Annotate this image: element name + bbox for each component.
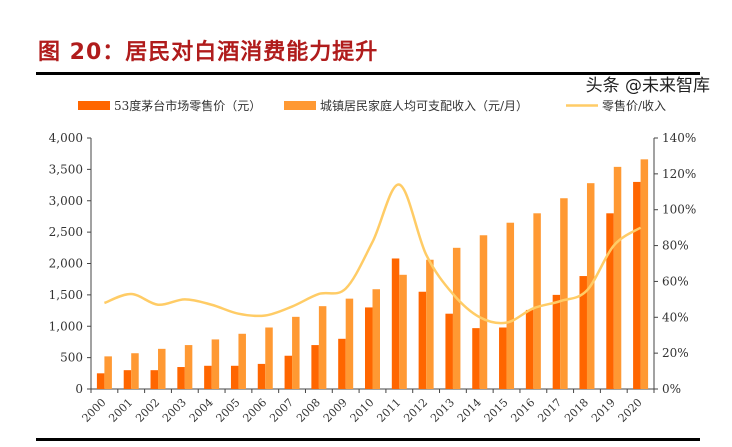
bar-income xyxy=(426,259,434,389)
x-tick-label: 2013 xyxy=(428,396,457,425)
bar-income xyxy=(372,289,380,389)
legend-swatch xyxy=(284,101,316,110)
bar-price xyxy=(177,367,185,389)
bar-income xyxy=(640,159,649,389)
left-tick-label: 2,000 xyxy=(49,257,83,271)
bar-price xyxy=(230,365,239,389)
bar-income xyxy=(399,274,407,389)
bar-price xyxy=(150,370,159,389)
x-tick-label: 2006 xyxy=(240,396,269,425)
bar-price xyxy=(552,294,561,389)
right-tick-label: 120% xyxy=(662,167,696,181)
x-tick-label: 2011 xyxy=(374,396,403,425)
bar-income xyxy=(158,348,166,389)
legend-swatch xyxy=(78,101,110,110)
left-tick-label: 500 xyxy=(60,351,83,365)
bar-income xyxy=(131,353,139,389)
bar-price xyxy=(579,276,587,389)
bar-income xyxy=(104,356,112,389)
bar-price xyxy=(499,327,507,389)
watermark: 头条 @未来智库 xyxy=(585,76,710,96)
ratio-line xyxy=(103,183,642,325)
x-tick-label: 2010 xyxy=(348,396,377,425)
right-tick-label: 100% xyxy=(662,203,696,217)
bar-price xyxy=(633,181,641,389)
x-tick-label: 2007 xyxy=(267,396,296,425)
bar-income xyxy=(479,235,488,389)
bar-price xyxy=(311,345,319,389)
legend-label: 零售价/收入 xyxy=(602,98,666,113)
bar-price xyxy=(284,355,293,389)
bar-income xyxy=(211,339,220,389)
bar-price xyxy=(606,213,614,389)
x-tick-label: 2020 xyxy=(616,396,645,425)
x-tick-label: 2019 xyxy=(589,396,618,425)
left-tick-label: 3,500 xyxy=(49,162,83,176)
bar-income xyxy=(560,198,568,389)
x-tick-label: 2012 xyxy=(401,396,430,425)
x-tick-label: 2008 xyxy=(294,396,323,425)
legend-label: 53度茅台市场零售价（元） xyxy=(114,98,261,113)
bar-price xyxy=(391,258,400,389)
x-tick-label: 2018 xyxy=(562,396,591,425)
bar-price xyxy=(257,363,266,389)
left-tick-label: 3,000 xyxy=(49,194,83,208)
bottom-rule xyxy=(36,438,700,441)
bar-price xyxy=(525,309,534,389)
title-rule xyxy=(36,72,700,75)
bar-income xyxy=(506,222,515,389)
figure-title: 图 20：居民对白酒消费能力提升 xyxy=(38,40,379,65)
x-tick-label: 2002 xyxy=(133,396,162,425)
x-tick-label: 2015 xyxy=(482,396,511,425)
right-tick-label: 40% xyxy=(662,310,689,324)
bar-price xyxy=(365,307,373,389)
right-tick-label: 20% xyxy=(662,346,689,360)
bar-income xyxy=(292,316,300,389)
left-tick-label: 4,000 xyxy=(49,131,83,145)
x-tick-label: 2017 xyxy=(535,396,564,425)
bar-price xyxy=(472,328,480,389)
bar-income xyxy=(345,298,354,389)
x-tick-label: 2004 xyxy=(187,396,216,425)
left-tick-label: 1,500 xyxy=(49,288,83,302)
left-tick-label: 2,500 xyxy=(49,225,83,239)
right-tick-label: 140% xyxy=(662,131,696,145)
bar-price xyxy=(96,373,105,389)
bar-income xyxy=(613,166,622,389)
x-tick-label: 2014 xyxy=(455,396,484,425)
bar-income xyxy=(318,306,327,389)
bar-income xyxy=(184,345,193,389)
right-tick-label: 0% xyxy=(662,382,681,396)
bar-income xyxy=(265,327,273,389)
legend-label: 城镇居民家庭人均可支配收入（元/月） xyxy=(320,98,528,113)
x-tick-label: 2001 xyxy=(106,396,135,425)
bar-income xyxy=(533,213,541,389)
x-tick-label: 2009 xyxy=(321,396,350,425)
bar-price xyxy=(445,313,453,389)
bar-price xyxy=(123,370,132,389)
x-tick-label: 2005 xyxy=(214,396,243,425)
bar-income xyxy=(452,247,461,389)
right-tick-label: 60% xyxy=(662,274,689,288)
left-tick-label: 1,000 xyxy=(49,319,83,333)
x-tick-label: 2003 xyxy=(160,396,189,425)
x-tick-label: 2000 xyxy=(80,396,109,425)
left-tick-label: 0 xyxy=(75,382,83,396)
right-tick-label: 80% xyxy=(662,239,689,253)
bar-price xyxy=(418,291,427,389)
bar-income xyxy=(238,333,246,389)
x-tick-label: 2016 xyxy=(508,396,537,425)
bar-price xyxy=(338,338,346,389)
bar-price xyxy=(204,365,212,389)
